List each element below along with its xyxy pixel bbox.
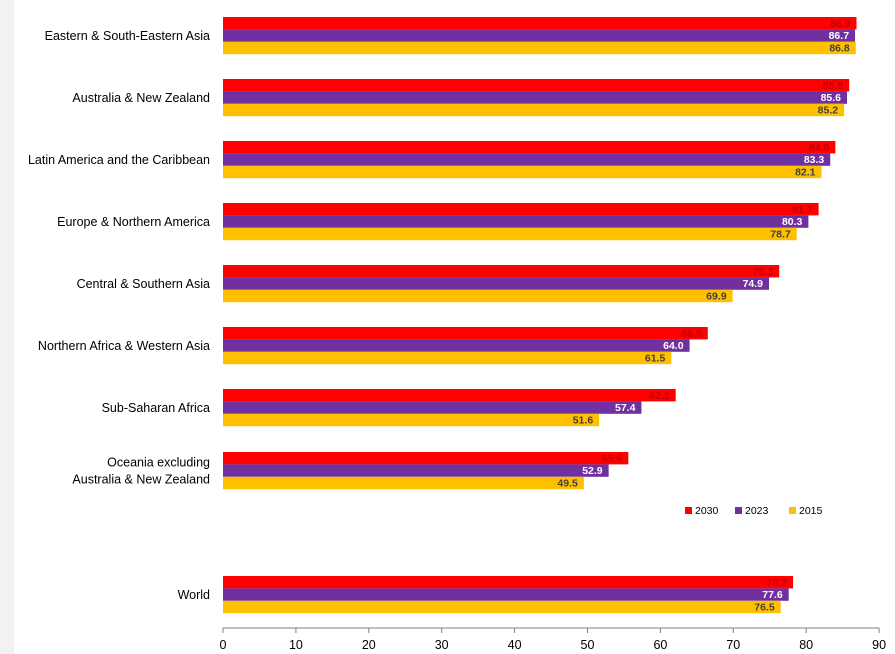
data-label: 61.5: [645, 353, 666, 365]
data-label: 86.9: [830, 18, 851, 30]
data-label: 85.9: [823, 80, 844, 92]
bar-2030[interactable]: [223, 452, 629, 465]
data-label: 86.8: [829, 43, 850, 55]
data-label: 78.7: [770, 229, 791, 241]
data-label: 81.7: [792, 204, 813, 216]
x-tick-label: 20: [362, 638, 376, 652]
bar-2015[interactable]: [223, 41, 856, 55]
category-label: Oceania excluding Australia & New Zealand: [72, 456, 210, 487]
bar-2015[interactable]: [223, 476, 584, 490]
data-label: 82.1: [795, 167, 816, 179]
legend-label: 2015: [799, 505, 823, 517]
x-tick-label: 40: [508, 638, 522, 652]
legend-swatch-2015: [789, 507, 796, 514]
bar-2015[interactable]: [223, 227, 797, 241]
category-label: Sub-Saharan Africa: [102, 401, 210, 415]
category-label-line: Australia & New Zealand: [72, 473, 210, 487]
legend-swatch-2023: [735, 507, 742, 514]
category-label-line: Australia & New Zealand: [72, 91, 210, 105]
bar-2023[interactable]: [223, 153, 831, 166]
category-label: Central & Southern Asia: [77, 277, 210, 291]
data-label: 83.3: [804, 154, 825, 166]
data-label: 86.7: [829, 30, 850, 42]
bar-2015[interactable]: [223, 289, 733, 303]
category-label-line: World: [178, 588, 210, 602]
legend-swatch-2030: [685, 507, 692, 514]
data-label: 51.6: [573, 415, 594, 427]
category-label: Latin America and the Caribbean: [28, 153, 210, 167]
data-label: 64.0: [663, 340, 684, 352]
x-tick-label: 80: [799, 638, 813, 652]
x-tick-label: 60: [653, 638, 667, 652]
legend-label: 2023: [745, 505, 769, 517]
category-label: Northern Africa & Western Asia: [38, 339, 210, 353]
data-label: 55.6: [602, 453, 623, 465]
data-label: 78.2: [767, 577, 788, 589]
data-label: 57.4: [615, 402, 636, 414]
data-label: 85.6: [821, 92, 842, 104]
x-tick-label: 90: [872, 638, 886, 652]
bar-2030[interactable]: [223, 79, 850, 92]
bar-2015[interactable]: [223, 103, 845, 117]
bar-2015[interactable]: [223, 351, 672, 365]
bar-2023[interactable]: [223, 91, 848, 104]
bar-2023[interactable]: [223, 215, 809, 228]
x-tick-label: 30: [435, 638, 449, 652]
category-label-line: Europe & Northern America: [57, 215, 210, 229]
data-label: 62.1: [649, 390, 670, 402]
bar-2030[interactable]: [223, 576, 794, 589]
data-label: 77.6: [762, 589, 783, 601]
bar-chart: Eastern & South-Eastern Asia Australia & …: [28, 17, 886, 652]
bar-2023[interactable]: [223, 277, 770, 290]
bar-2023[interactable]: [223, 588, 789, 601]
category-label-line: Sub-Saharan Africa: [102, 401, 210, 415]
category-label: Europe & Northern America: [57, 215, 210, 229]
x-tick-label: 50: [581, 638, 595, 652]
bar-2030[interactable]: [223, 389, 676, 402]
data-label: 85.2: [818, 105, 839, 117]
bar-2023[interactable]: [223, 29, 856, 42]
data-label: 74.9: [743, 278, 764, 290]
data-label: 76.3: [753, 266, 774, 278]
x-tick-label: 10: [289, 638, 303, 652]
legend-label: 2030: [695, 505, 719, 517]
category-label-line: Oceania excluding: [107, 456, 210, 470]
data-label: 84.0: [809, 142, 830, 154]
bar-2030[interactable]: [223, 203, 819, 216]
bar-2023[interactable]: [223, 464, 609, 477]
bar-2015[interactable]: [223, 600, 781, 614]
data-label: 76.5: [754, 602, 775, 614]
data-label: 66.5: [681, 328, 702, 340]
data-label: 80.3: [782, 216, 803, 228]
bar-2015[interactable]: [223, 413, 600, 427]
x-tick-label: 0: [220, 638, 227, 652]
x-tick-label: 70: [726, 638, 740, 652]
category-label: Eastern & South-Eastern Asia: [45, 29, 210, 43]
bar-2015[interactable]: [223, 165, 822, 179]
category-label-line: Eastern & South-Eastern Asia: [45, 29, 210, 43]
category-label-line: Latin America and the Caribbean: [28, 153, 210, 167]
bar-2030[interactable]: [223, 327, 708, 340]
category-label-line: Central & Southern Asia: [77, 277, 210, 291]
bar-2030[interactable]: [223, 265, 780, 278]
bar-2030[interactable]: [223, 141, 836, 154]
category-label: World: [178, 588, 210, 602]
category-label: Australia & New Zealand: [72, 91, 210, 105]
chart-area: Eastern & South-Eastern Asia Australia & …: [14, 0, 895, 654]
data-label: 52.9: [582, 465, 603, 477]
category-label-line: Northern Africa & Western Asia: [38, 339, 210, 353]
bar-2030[interactable]: [223, 17, 857, 30]
bar-2023[interactable]: [223, 339, 690, 352]
data-label: 49.5: [557, 478, 578, 490]
data-label: 69.9: [706, 291, 727, 303]
bar-2023[interactable]: [223, 401, 642, 414]
